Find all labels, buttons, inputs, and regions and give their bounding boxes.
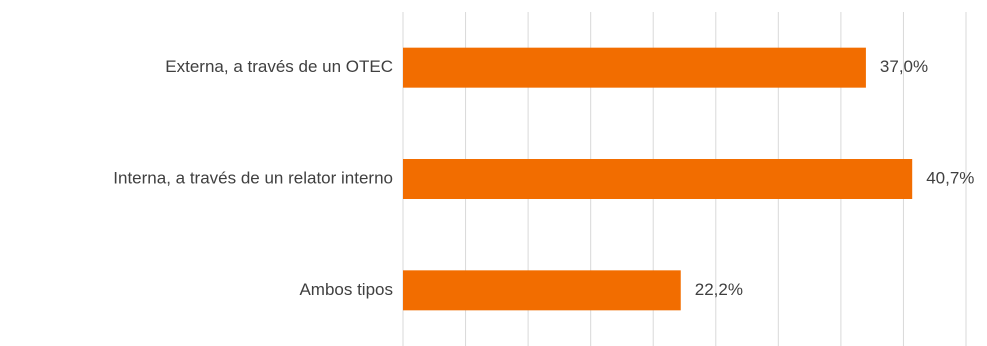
category-label: Ambos tipos: [299, 280, 393, 299]
category-label: Interna, a través de un relator interno: [113, 168, 393, 187]
category-label: Externa, a través de un OTEC: [165, 57, 393, 76]
category-labels: Externa, a través de un OTEC Interna, a t…: [113, 57, 393, 299]
bar: [403, 159, 913, 199]
data-label: 22,2%: [695, 280, 743, 299]
bars: [403, 47, 913, 311]
bar: [403, 270, 681, 311]
data-label: 40,7%: [926, 168, 974, 187]
data-label: 37,0%: [880, 57, 928, 76]
data-labels: 37,0% 40,7% 22,2%: [695, 57, 975, 299]
bar: [403, 47, 866, 88]
